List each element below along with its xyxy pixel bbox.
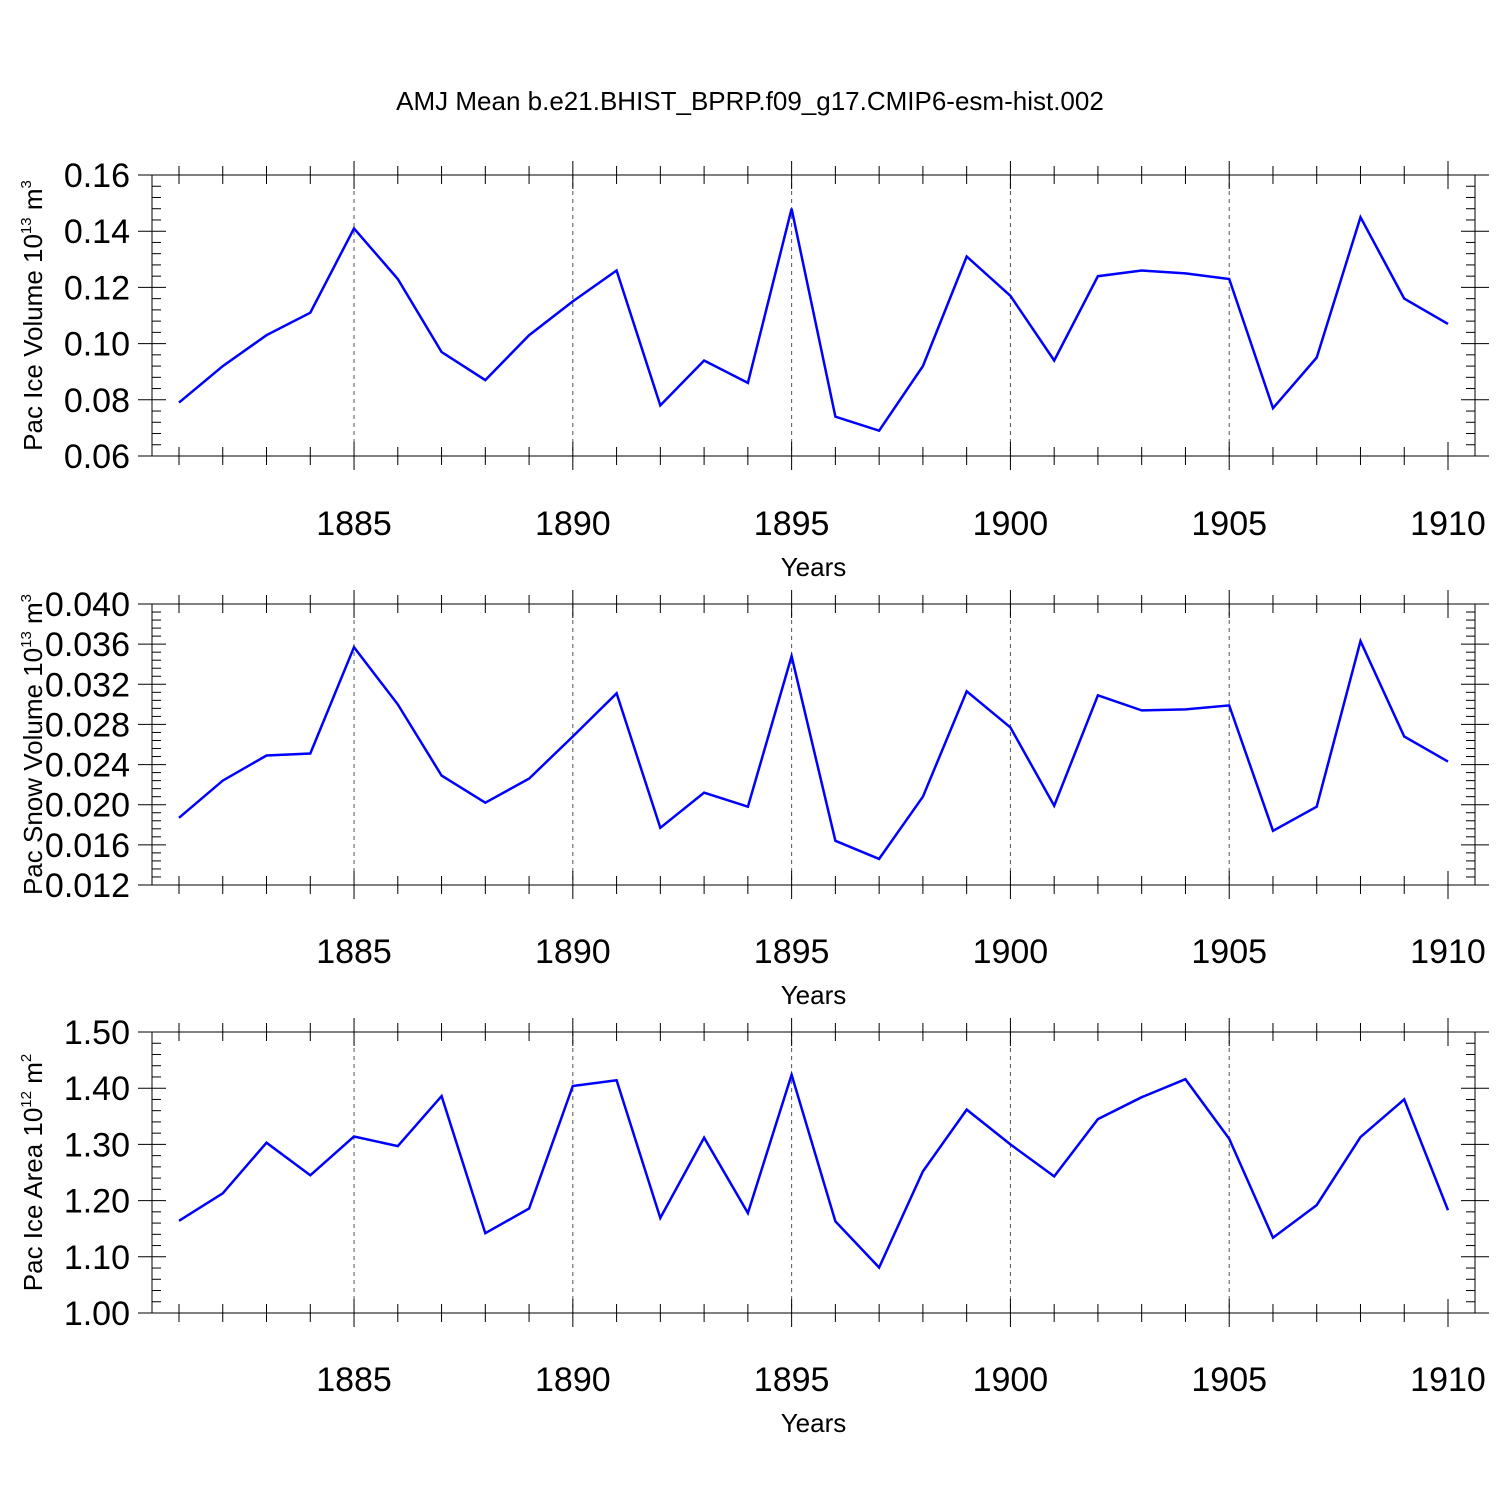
y-tick-label: 1.10 bbox=[64, 1239, 130, 1277]
y-tick-label: 1.40 bbox=[64, 1070, 130, 1108]
y-tick-label: 0.040 bbox=[45, 586, 130, 624]
x-tick-label: 1885 bbox=[316, 933, 392, 971]
y-tick-label: 0.06 bbox=[64, 438, 130, 476]
x-tick-label: 1890 bbox=[535, 1361, 611, 1399]
x-axis-label: Years bbox=[781, 1408, 847, 1438]
x-tick-label: 1890 bbox=[535, 933, 611, 971]
y-tick-label: 0.12 bbox=[64, 269, 130, 307]
plot-frame bbox=[151, 603, 1476, 886]
x-tick-label: 1900 bbox=[973, 933, 1049, 971]
y-tick-label: 1.50 bbox=[64, 1014, 130, 1052]
series-line bbox=[178, 208, 1449, 433]
y-tick-label: 0.08 bbox=[64, 382, 130, 420]
y-tick-label: 0.028 bbox=[45, 706, 130, 744]
panel-1: 1885 1890 1895 1900 1905 1910 0.06 0.08 0.10 0.12… bbox=[18, 157, 1489, 582]
x-axis-label: Years bbox=[781, 980, 847, 1010]
y-tick-label: 1.20 bbox=[64, 1183, 130, 1221]
x-tick-label: 1905 bbox=[1191, 933, 1267, 971]
plot-frame bbox=[151, 1031, 1476, 1314]
x-axis-label: Years bbox=[781, 552, 847, 582]
series-line bbox=[178, 1070, 1450, 1270]
y-tick-label: 0.016 bbox=[45, 827, 130, 865]
panel-2: 1885 1890 1895 1900 1905 19100.0120.0160.0200… bbox=[18, 586, 1489, 1010]
x-tick-label: 1895 bbox=[754, 1361, 830, 1399]
x-tick-label: 1900 bbox=[973, 505, 1049, 543]
x-tick-label: 1910 bbox=[1410, 933, 1486, 971]
y-tick-label: 0.10 bbox=[64, 326, 130, 364]
y-tick-label: 0.032 bbox=[45, 666, 130, 704]
series-line bbox=[178, 637, 1449, 861]
x-tick-label: 1885 bbox=[316, 1361, 392, 1399]
x-tick-label: 1895 bbox=[754, 505, 830, 543]
x-tick-label: 1910 bbox=[1410, 505, 1486, 543]
y-axis-label: Pac Ice Area 1012 m2 bbox=[18, 1054, 48, 1291]
x-tick-label: 1905 bbox=[1191, 505, 1267, 543]
x-tick-label: 1910 bbox=[1410, 1361, 1486, 1399]
y-tick-label: 0.020 bbox=[45, 787, 130, 825]
y-axis-label: Pac Snow Volume 1013 m3 bbox=[18, 594, 48, 895]
y-tick-label: 1.00 bbox=[64, 1295, 130, 1333]
x-tick-label: 1905 bbox=[1191, 1361, 1267, 1399]
plot-frame bbox=[151, 174, 1476, 457]
x-tick-label: 1895 bbox=[754, 933, 830, 971]
y-axis-label: Pac Ice Volume 1013 m3 bbox=[18, 180, 48, 451]
y-tick-label: 0.16 bbox=[64, 157, 130, 195]
y-tick-label: 0.036 bbox=[45, 626, 130, 664]
chart-title: AMJ Mean b.e21.BHIST_BPRP.f09_g17.CMIP6-… bbox=[396, 86, 1104, 116]
panels-group: 1885 1890 1895 1900 1905 1910 0.06 0.08 0.10 0.12… bbox=[18, 157, 1489, 1438]
y-tick-label: 0.012 bbox=[45, 867, 130, 905]
x-tick-label: 1900 bbox=[973, 1361, 1049, 1399]
x-tick-label: 1885 bbox=[316, 505, 392, 543]
y-tick-label: 0.14 bbox=[64, 213, 130, 251]
y-tick-label: 1.30 bbox=[64, 1126, 130, 1164]
y-tick-label: 0.024 bbox=[45, 747, 130, 785]
x-tick-label: 1890 bbox=[535, 505, 611, 543]
panel-3: 1885 1890 1895 1900 1905 1910 1.00 1.10 1.20 1.30… bbox=[18, 1014, 1489, 1438]
